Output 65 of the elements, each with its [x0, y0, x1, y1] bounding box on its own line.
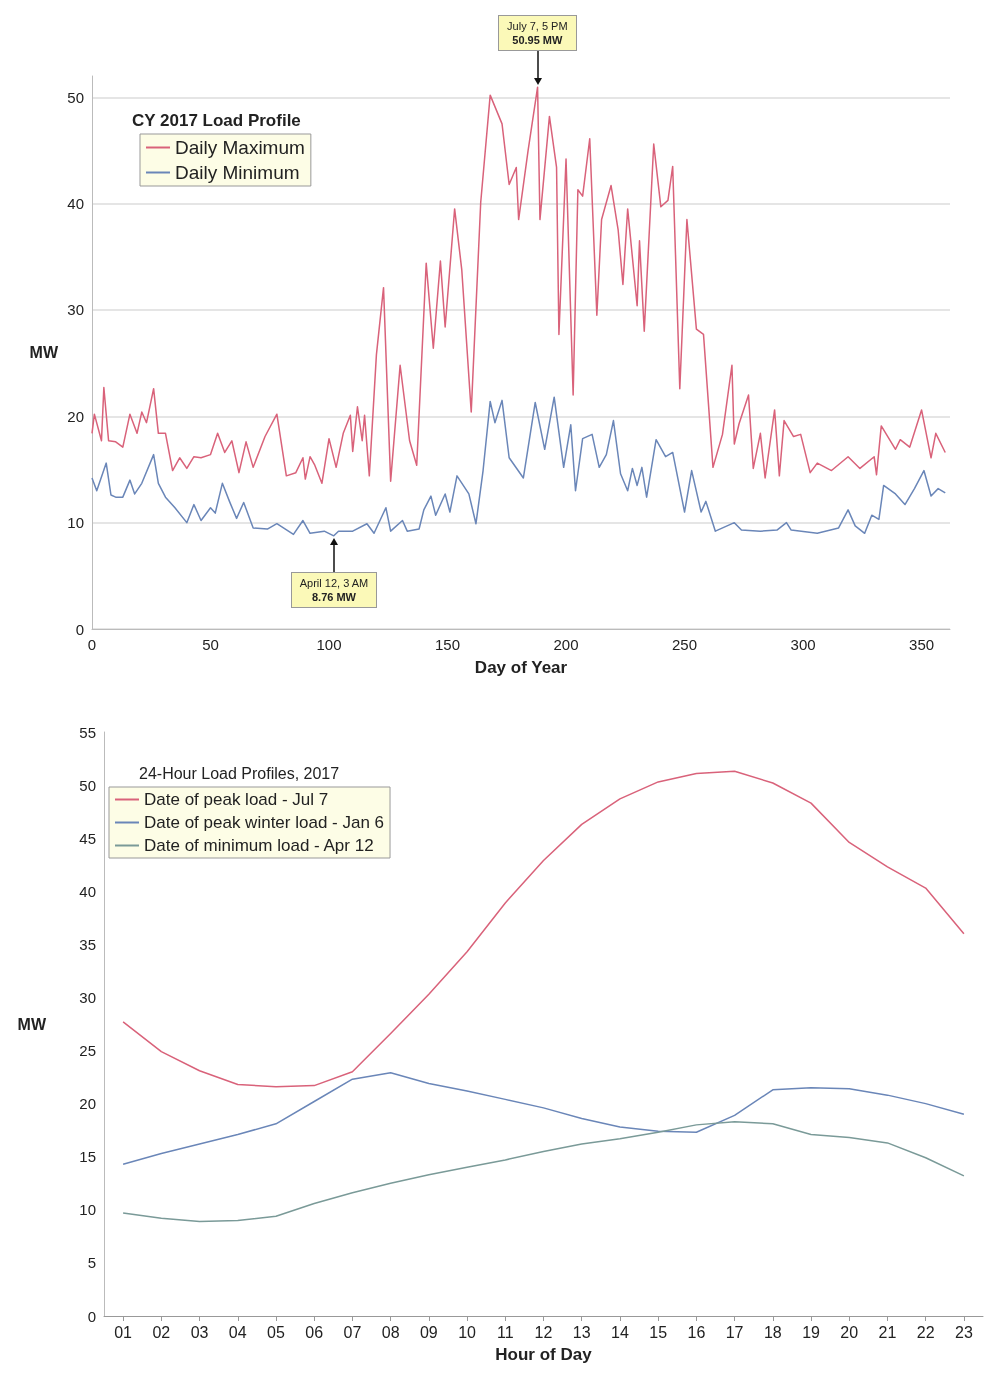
legend-title: CY 2017 Load Profile	[132, 111, 301, 130]
x-tick-label: 12	[534, 1323, 553, 1341]
x-tick-label: 18	[763, 1323, 782, 1341]
legend-label: Date of peak winter load - Jan 6	[144, 813, 385, 832]
x-tick-label: 16	[687, 1323, 706, 1341]
line-series	[91, 86, 947, 485]
x-tick-label: 13	[572, 1323, 591, 1341]
x-tick-label: 06	[305, 1323, 324, 1341]
y-tick-label: 10	[79, 1201, 96, 1219]
y-tick-label: 5	[87, 1254, 96, 1272]
x-tick-label: 03	[190, 1323, 209, 1341]
y-tick-label: 25	[79, 1042, 96, 1060]
x-tick-label: 14	[611, 1323, 629, 1341]
x-tick-label: 17	[725, 1323, 744, 1341]
x-tick-label: 23	[954, 1323, 973, 1341]
x-tick-label: 200	[553, 636, 579, 653]
y-tick-label: 55	[79, 723, 96, 741]
x-tick-label: 07	[343, 1323, 362, 1341]
y-tick-label: 35	[79, 935, 96, 953]
y-tick-label: 20	[79, 1095, 96, 1113]
y-axis-title: MW	[17, 1015, 47, 1033]
x-tick-label: 02	[152, 1323, 171, 1341]
x-tick-label: 10	[458, 1323, 477, 1341]
y-tick-label: 40	[67, 195, 84, 213]
y-tick-label: 0	[75, 620, 84, 638]
x-tick-label: 11	[496, 1323, 514, 1341]
y-tick-label: 20	[67, 407, 84, 425]
x-tick-label: 20	[840, 1323, 859, 1341]
x-axis-title: Day of Year	[474, 658, 568, 677]
x-tick-label: 100	[316, 636, 342, 653]
legend-label: Date of peak load - Jul 7	[144, 790, 329, 809]
x-tick-label: 19	[802, 1323, 821, 1341]
y-tick-label: 50	[79, 776, 96, 794]
x-tick-label: 250	[672, 636, 698, 653]
x-tick-label: 05	[267, 1323, 285, 1341]
x-tick-label: 15	[649, 1323, 668, 1341]
legend-label: Daily Maximum	[175, 137, 305, 158]
y-tick-label: 15	[79, 1148, 96, 1166]
x-tick-label: 08	[381, 1323, 400, 1341]
y-tick-label: 45	[79, 829, 96, 847]
line-series	[91, 396, 947, 537]
annotation: April 12, 3 AM 8.76 MW	[299, 576, 369, 603]
legend-label: Date of minimum load - Apr 12	[144, 836, 374, 855]
x-tick-label: 09	[419, 1323, 438, 1341]
annotation: July 7, 5 PM 50.95 MW	[507, 20, 568, 47]
y-tick-label: 40	[79, 882, 96, 900]
x-tick-label: 50	[202, 636, 219, 653]
x-tick-label: 300	[790, 636, 816, 653]
y-tick-label: 0	[87, 1307, 96, 1325]
legend-title: 24-Hour Load Profiles, 2017	[139, 764, 340, 782]
y-tick-label: 30	[67, 301, 84, 319]
x-tick-label: 350	[909, 636, 935, 653]
line-series	[122, 1072, 965, 1165]
x-tick-label: 01	[114, 1323, 133, 1341]
x-tick-label: 04	[228, 1323, 247, 1341]
x-axis-title: Hour of Day	[495, 1345, 593, 1364]
line-series	[122, 1120, 965, 1223]
x-tick-label: 21	[878, 1323, 897, 1341]
y-tick-label: 30	[79, 988, 96, 1006]
legend-label: Daily Minimum	[175, 162, 300, 183]
y-axis-title: MW	[29, 344, 59, 361]
x-tick-label: 150	[435, 636, 461, 653]
y-tick-label: 10	[67, 514, 84, 532]
x-tick-label: 22	[916, 1323, 935, 1341]
y-tick-label: 50	[67, 88, 84, 106]
